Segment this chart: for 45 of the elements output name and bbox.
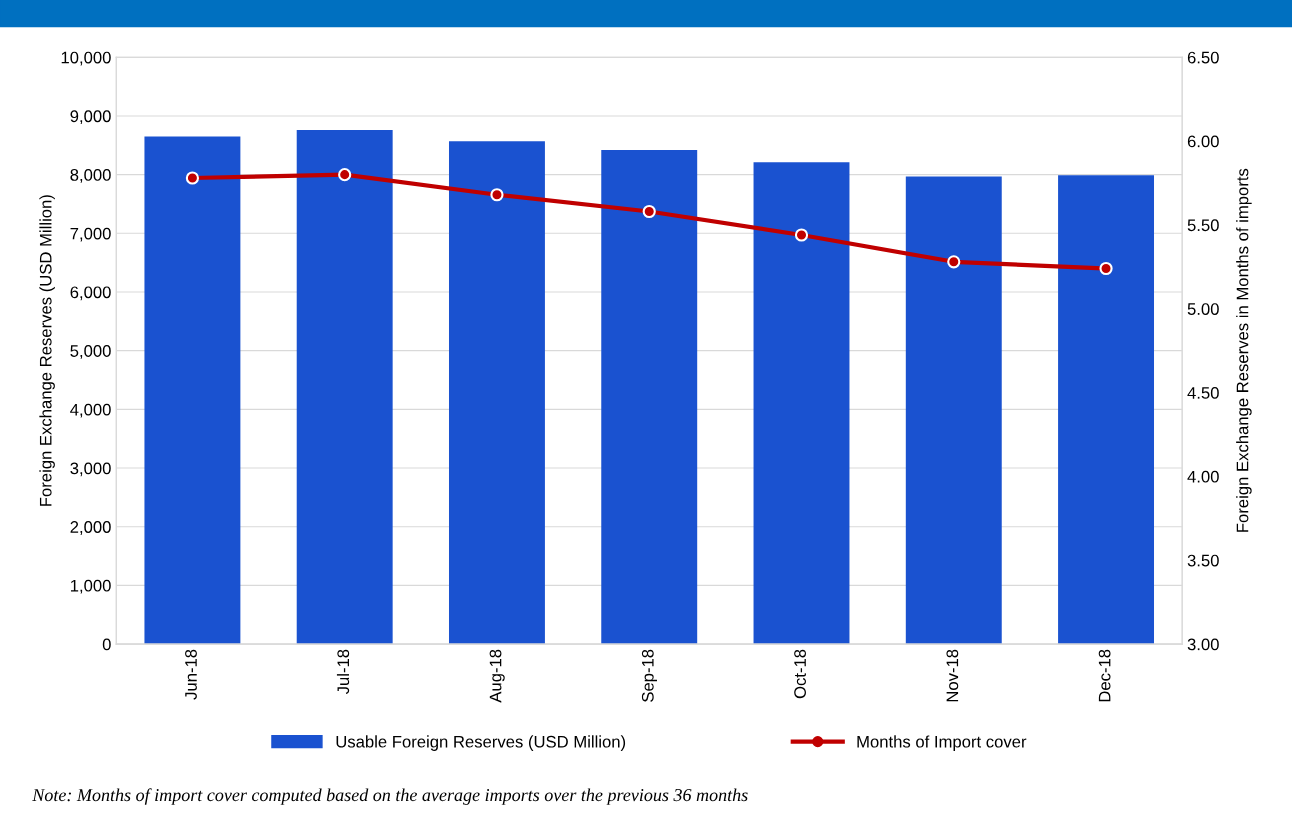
y-tick-label: 3,000 <box>70 462 111 477</box>
x-tick-label: Nov-18 <box>946 649 959 702</box>
legend-label: Usable Foreign Reserves (USD Million) <box>336 735 626 751</box>
point <box>947 255 961 269</box>
y2-tick-label: 6.50 <box>1187 51 1219 64</box>
bar <box>144 136 241 645</box>
x-tick-label: Jul-18 <box>336 649 350 695</box>
y-tick-label: 1,000 <box>70 579 111 594</box>
bar <box>753 162 850 645</box>
y2-axis-title: Foreign Exchange Reserves in Months of imports <box>1236 168 1252 532</box>
y-axis-title: Foreign Exchange Reserves (USD Million) <box>39 195 55 506</box>
y-tick-label: 0 <box>102 638 111 651</box>
bar <box>905 176 1002 645</box>
y-tick-label: 5,000 <box>70 345 111 359</box>
y2-tick-label: 6.00 <box>1187 135 1219 148</box>
point <box>642 204 656 219</box>
y2-tick-label: 5.00 <box>1187 303 1219 315</box>
y2-tick-label: 3.50 <box>1187 554 1219 567</box>
legend-label: Months of Import cover <box>857 735 1027 751</box>
x-tick-label: Sep-18 <box>641 649 657 702</box>
x-tick-label: Dec-18 <box>1098 649 1111 702</box>
text: Note: Months of import cover computed based on the average imports over the previous 36 months <box>32 788 748 805</box>
y-tick-label: 10,000 <box>61 51 111 66</box>
point <box>338 168 352 182</box>
point <box>185 171 200 185</box>
y-tick-label: 8,000 <box>70 169 111 183</box>
point <box>794 228 809 242</box>
bar <box>1058 175 1155 645</box>
bar <box>601 149 698 645</box>
y-tick-label: 2,000 <box>70 521 111 535</box>
x-tick-label: Aug-18 <box>489 649 505 703</box>
point <box>1099 261 1113 276</box>
y-tick-label: 9,000 <box>70 110 111 125</box>
y-tick-label: 4,000 <box>70 403 111 418</box>
y2-tick-label: 3.00 <box>1187 638 1219 651</box>
point <box>490 188 504 202</box>
y2-tick-label: 4.00 <box>1187 470 1219 483</box>
bar <box>448 141 545 645</box>
y-tick-label: 6,000 <box>70 286 111 301</box>
y2-tick-label: 5.50 <box>1187 219 1219 232</box>
y2-tick-label: 4.50 <box>1187 386 1219 399</box>
x-tick-label: Jun-18 <box>185 649 197 700</box>
y-tick-label: 7,000 <box>70 227 111 242</box>
x-tick-label: Oct-18 <box>794 649 806 699</box>
bar <box>296 130 393 645</box>
